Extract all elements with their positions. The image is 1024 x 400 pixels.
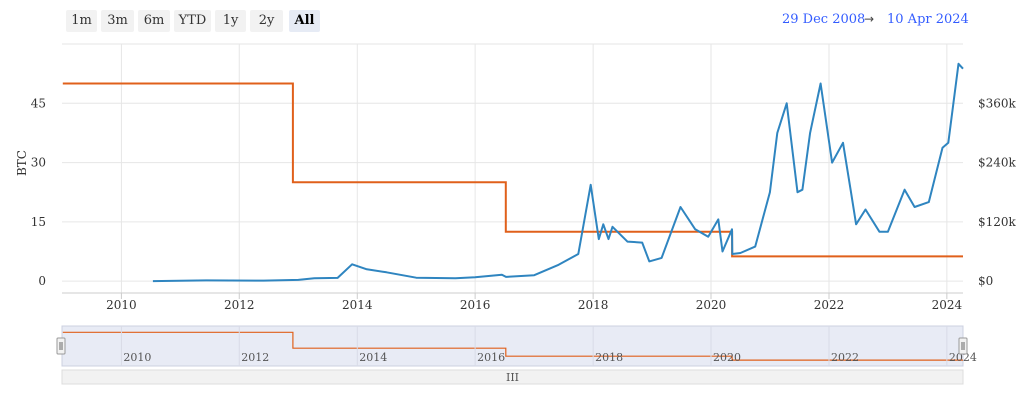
series-btc-line [62, 82, 963, 258]
range-arrow: → [864, 12, 875, 26]
x-tick-label: 2024 [932, 298, 963, 312]
y-right-tick-label: $360k [978, 96, 1017, 110]
x-tick-label: 2022 [814, 298, 845, 312]
navigator-tick-label: 2018 [595, 351, 623, 364]
scrollbar-thumb[interactable] [61, 369, 964, 385]
x-tick-label: 2016 [460, 298, 491, 312]
navigator-tick-label: 2014 [359, 351, 387, 364]
y-right-tick-label: $120k [978, 215, 1017, 229]
navigator-tick-label: 2012 [241, 351, 269, 364]
x-tick-label: 2020 [696, 298, 727, 312]
navigator-series-line [62, 331, 963, 361]
navigator-tick-label: 2024 [949, 351, 977, 364]
range-button-3m[interactable]: 3m [101, 10, 134, 32]
range-button-1m[interactable]: 1m [66, 10, 97, 32]
navigator-tick-label: 2020 [713, 351, 741, 364]
navigator-tick-label: 2022 [831, 351, 859, 364]
range-button-6m[interactable]: 6m [138, 10, 170, 32]
range-from-input[interactable]: 29 Dec 2008 [782, 12, 866, 27]
range-button-ytd[interactable]: YTD [174, 10, 211, 32]
range-button-all[interactable]: All [289, 10, 320, 32]
y-left-tick-label: 15 [31, 215, 46, 229]
navigator-tick-label: 2010 [123, 351, 151, 364]
series-usd-line [152, 62, 964, 283]
y-right-tick-label: $0 [978, 274, 993, 288]
y-left-tick-label: 45 [31, 96, 46, 110]
x-tick-label: 2010 [106, 298, 137, 312]
navigator-handle-left[interactable] [56, 337, 66, 355]
y-left-tick-label: 0 [38, 274, 46, 288]
range-to-input[interactable]: 10 Apr 2024 [887, 12, 969, 27]
navigator-handle-right[interactable] [958, 337, 968, 355]
y-left-axis-title: BTC [15, 150, 29, 176]
y-right-tick-label: $240k [978, 156, 1017, 170]
scrollbar-grip-icon: III [506, 371, 519, 384]
y-left-tick-label: 30 [31, 156, 46, 170]
range-button-1y[interactable]: 1y [215, 10, 246, 32]
x-tick-label: 2012 [224, 298, 255, 312]
x-tick-label: 2018 [578, 298, 609, 312]
navigator-tick-label: 2016 [477, 351, 505, 364]
range-button-2y[interactable]: 2y [250, 10, 283, 32]
x-tick-label: 2014 [342, 298, 373, 312]
